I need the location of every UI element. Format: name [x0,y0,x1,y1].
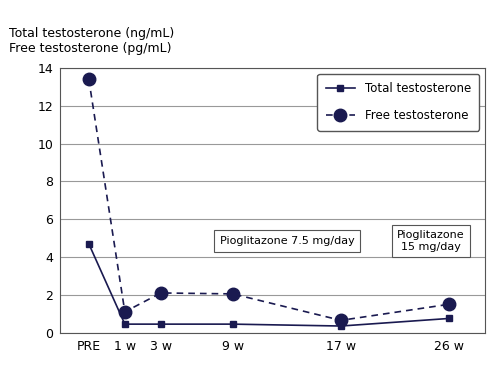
Text: Pioglitazone
15 mg/day: Pioglitazone 15 mg/day [397,230,465,252]
Text: Pioglitazone 7.5 mg/day: Pioglitazone 7.5 mg/day [220,236,354,246]
Legend: Total testosterone, Free testosterone: Total testosterone, Free testosterone [318,74,479,131]
Text: Total testosterone (ng/mL)
Free testosterone (pg/mL): Total testosterone (ng/mL) Free testoste… [9,26,174,55]
